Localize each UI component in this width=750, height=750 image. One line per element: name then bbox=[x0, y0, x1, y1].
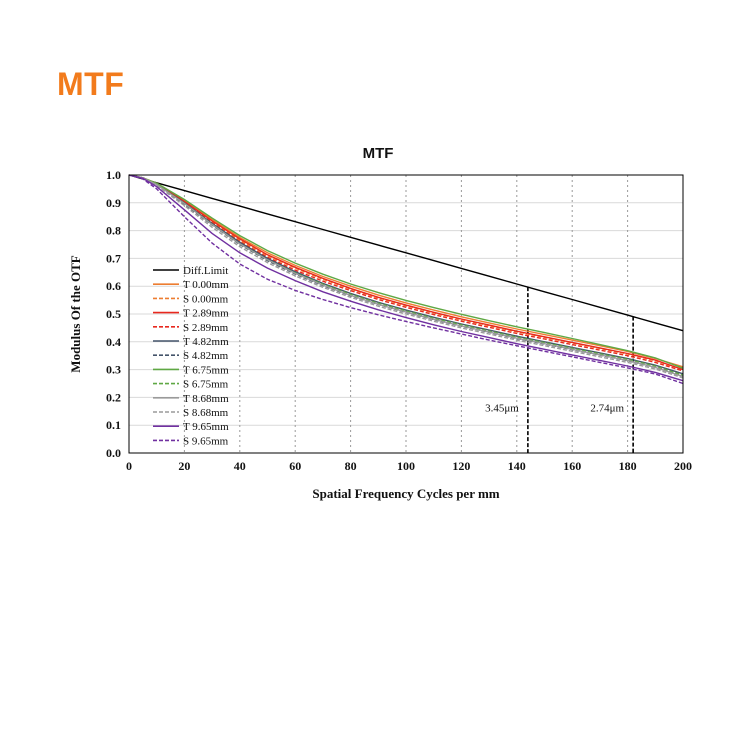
annotation-label: 2.74μm bbox=[590, 402, 624, 414]
series-line bbox=[128, 174, 684, 371]
legend-label: S 4.82mm bbox=[183, 350, 229, 362]
x-tick-label: 140 bbox=[508, 459, 526, 473]
legend-label: T 6.75mm bbox=[183, 364, 229, 376]
legend-label: T 2.89mm bbox=[183, 308, 229, 320]
legend-label: S 0.00mm bbox=[183, 293, 229, 305]
x-tick-label: 160 bbox=[563, 459, 581, 473]
y-tick-label: 0.0 bbox=[106, 446, 121, 460]
x-tick-label: 60 bbox=[289, 459, 301, 473]
legend-label: T 9.65mm bbox=[183, 421, 229, 433]
legend-label: T 0.00mm bbox=[183, 279, 229, 291]
x-tick-label: 180 bbox=[619, 459, 637, 473]
y-tick-label: 0.1 bbox=[106, 418, 121, 432]
x-tick-label: 120 bbox=[452, 459, 470, 473]
legend-label: T 8.68mm bbox=[183, 393, 229, 405]
x-tick-label: 0 bbox=[126, 459, 132, 473]
legend-label: S 8.68mm bbox=[183, 407, 229, 419]
y-tick-label: 0.2 bbox=[106, 390, 121, 404]
y-axis-title: Modulus Of the OTF bbox=[68, 255, 83, 372]
x-tick-label: 80 bbox=[345, 459, 357, 473]
series-line bbox=[128, 174, 684, 382]
y-tick-label: 1.0 bbox=[106, 168, 121, 182]
y-tick-label: 0.4 bbox=[106, 335, 121, 349]
x-tick-label: 100 bbox=[397, 459, 415, 473]
annotation-label: 3.45μm bbox=[485, 402, 519, 414]
plot-frame bbox=[128, 174, 684, 454]
legend: Diff.Limit T 0.00mm S 0.00mm T 2.89mm S 2.89… bbox=[153, 265, 229, 447]
series-line bbox=[128, 174, 684, 368]
x-axis-title: Spatial Frequency Cycles per mm bbox=[312, 486, 499, 501]
series-line bbox=[128, 174, 684, 369]
y-tick-label: 0.3 bbox=[106, 363, 121, 377]
x-tick-label: 20 bbox=[178, 459, 190, 473]
y-tick-label: 0.9 bbox=[106, 196, 121, 210]
legend-label: S 6.75mm bbox=[183, 379, 229, 391]
legend-label: Diff.Limit bbox=[183, 265, 228, 277]
y-tick-label: 0.6 bbox=[106, 279, 121, 293]
series-line bbox=[128, 174, 684, 379]
series-lines bbox=[128, 174, 684, 385]
x-tick-label: 200 bbox=[674, 459, 692, 473]
x-tick-label: 40 bbox=[234, 459, 246, 473]
legend-label: T 4.82mm bbox=[183, 336, 229, 348]
y-tick-label: 0.8 bbox=[106, 224, 121, 238]
page-heading: MTF bbox=[57, 66, 125, 102]
legend-label: S 9.65mm bbox=[183, 435, 229, 447]
legend-label: S 2.89mm bbox=[183, 322, 229, 334]
series-line bbox=[128, 174, 684, 332]
y-tick-label: 0.5 bbox=[106, 307, 121, 321]
chart-title: MTF bbox=[363, 145, 394, 162]
annotations: 3.45μm 2.74μm bbox=[485, 287, 634, 453]
y-tick-label: 0.7 bbox=[106, 251, 121, 265]
axis-ticks: 0 20 40 60 80 100 120 140 160 180 200 0.0 0.1 0.2 0.3 0… bbox=[106, 168, 692, 473]
series-line bbox=[128, 174, 684, 385]
series-line bbox=[128, 174, 684, 378]
